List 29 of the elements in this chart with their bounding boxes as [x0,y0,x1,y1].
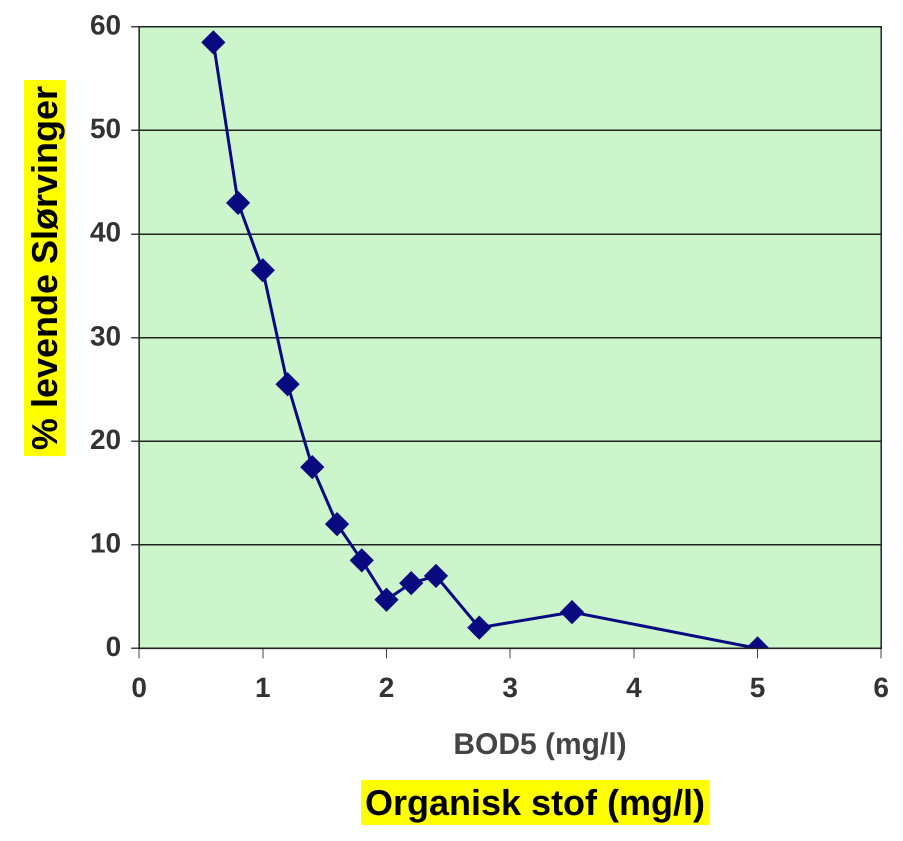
point [400,572,423,595]
y-tick-label: 10 [90,528,122,559]
y-tick-label: 20 [90,424,122,455]
y-tick-label: 30 [90,320,122,352]
x-tick-label: 6 [873,672,890,703]
y-tick-label: 50 [90,113,122,144]
x-tick-label: 0 [131,672,147,703]
x-axis-title: BOD5 (mg/l) [452,728,628,762]
x-tick-label: 4 [626,672,642,703]
point [300,456,324,479]
y-tick-label: 0 [106,631,122,662]
point [350,548,374,572]
text: Organisk stof (mg/l) [360,780,710,825]
x-tick-label: 1 [255,672,271,703]
point [468,616,491,640]
x-tick-label: 5 [750,672,766,703]
point [276,372,300,396]
point [375,588,398,612]
point [424,564,448,588]
point [560,600,584,624]
x-tick-label: 2 [378,672,394,703]
y-tick-label: 40 [90,216,122,248]
y-axis-title: % levende Slørvinger [24,80,66,456]
y-tick-label: 60 [90,10,122,41]
point [326,512,349,536]
x-tick-label: 3 [502,672,518,703]
point [226,191,250,214]
point [202,30,225,54]
point [251,258,274,282]
